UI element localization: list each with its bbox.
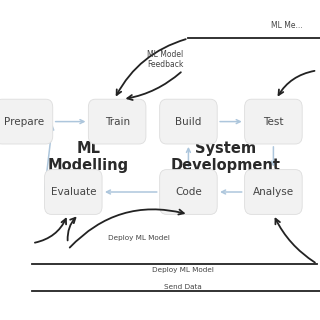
FancyBboxPatch shape bbox=[44, 170, 102, 214]
Text: Analyse: Analyse bbox=[253, 187, 294, 197]
FancyBboxPatch shape bbox=[244, 99, 302, 144]
FancyBboxPatch shape bbox=[244, 170, 302, 214]
Text: ML Model
Feedback: ML Model Feedback bbox=[147, 50, 183, 69]
Text: Send Data: Send Data bbox=[164, 284, 202, 290]
Text: Build: Build bbox=[175, 116, 202, 127]
Text: Deploy ML Model: Deploy ML Model bbox=[152, 267, 214, 273]
Text: Code: Code bbox=[175, 187, 202, 197]
FancyBboxPatch shape bbox=[160, 99, 217, 144]
Text: Evaluate: Evaluate bbox=[51, 187, 96, 197]
Text: Train: Train bbox=[105, 116, 130, 127]
Text: Prepare: Prepare bbox=[4, 116, 44, 127]
Text: Test: Test bbox=[263, 116, 284, 127]
Text: System
Development: System Development bbox=[171, 140, 280, 173]
Text: ML Me...: ML Me... bbox=[271, 21, 303, 30]
FancyBboxPatch shape bbox=[160, 170, 217, 214]
Text: Deploy ML Model: Deploy ML Model bbox=[108, 236, 170, 241]
FancyBboxPatch shape bbox=[0, 99, 53, 144]
FancyBboxPatch shape bbox=[88, 99, 146, 144]
Text: ML
Modelling: ML Modelling bbox=[48, 140, 129, 173]
